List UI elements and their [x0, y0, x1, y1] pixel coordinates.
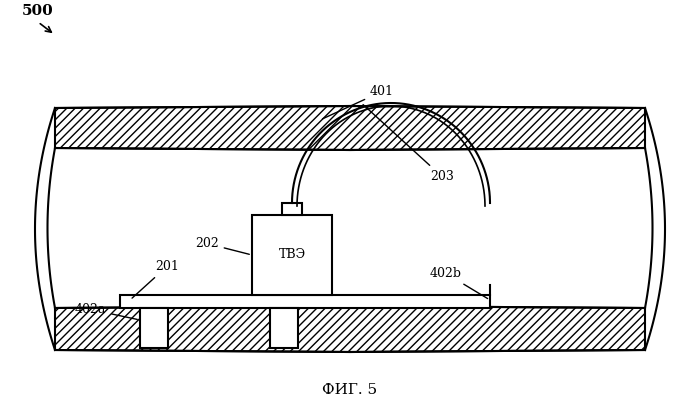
Bar: [282, 203, 302, 215]
Text: 202: 202: [195, 237, 249, 254]
Polygon shape: [55, 306, 645, 352]
Text: 402a: 402a: [75, 303, 137, 319]
Bar: [270, 308, 298, 348]
Bar: [252, 215, 332, 295]
Text: 401: 401: [323, 85, 394, 119]
Text: ТВЭ: ТВЭ: [279, 249, 306, 261]
Text: ФИГ. 5: ФИГ. 5: [323, 383, 377, 397]
Polygon shape: [55, 106, 645, 150]
Text: 402b: 402b: [430, 267, 488, 299]
Bar: [120, 295, 490, 308]
Text: 201: 201: [132, 260, 179, 298]
Text: 500: 500: [22, 4, 54, 18]
Bar: [140, 308, 168, 348]
Text: 203: 203: [363, 105, 454, 183]
